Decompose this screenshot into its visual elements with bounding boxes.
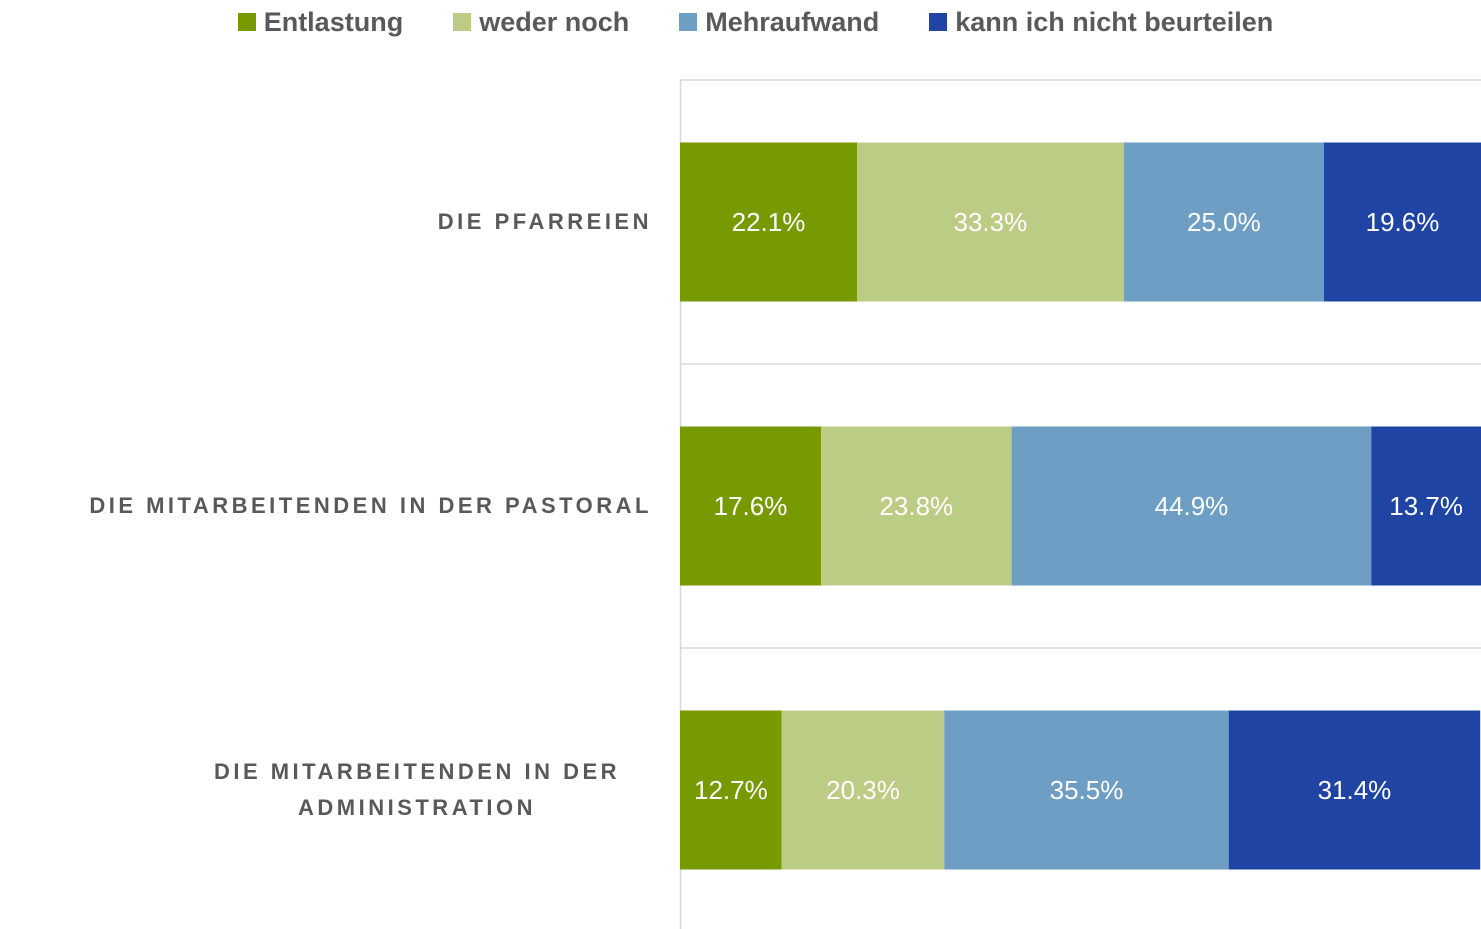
category-label: DIE MITARBEITENDEN IN DER PASTORAL bbox=[89, 493, 652, 518]
bar-segment bbox=[1123, 142, 1325, 302]
value-label: 44.9% bbox=[1155, 491, 1229, 521]
legend-item: kann ich nicht beurteilen bbox=[929, 7, 1273, 38]
value-label: 35.5% bbox=[1050, 775, 1124, 805]
bar-segment bbox=[680, 142, 858, 302]
value-label: 20.3% bbox=[826, 775, 900, 805]
bar-segment bbox=[1324, 142, 1481, 302]
legend: Entlastung weder noch Mehraufwand kann ich … bbox=[0, 0, 1481, 44]
category: DIE MITARBEITENDEN IN DER ADMINISTRATION bbox=[182, 648, 652, 929]
value-label: 19.6% bbox=[1366, 207, 1440, 237]
category: DIE MITARBEITENDEN IN DER PASTORAL bbox=[89, 364, 652, 648]
legend-item: Entlastung bbox=[237, 6, 404, 38]
category: DIE PFARREIEN bbox=[438, 80, 652, 364]
value-label: 31.4% bbox=[1318, 775, 1392, 805]
legend-swatch bbox=[453, 13, 472, 31]
bar-segment bbox=[820, 426, 1012, 586]
bar-segment bbox=[944, 710, 1229, 870]
value-label: 12.7% bbox=[694, 775, 768, 805]
value-label: 13.7% bbox=[1389, 491, 1463, 521]
legend-swatch bbox=[679, 13, 698, 31]
value-label: 33.3% bbox=[954, 207, 1028, 237]
value-label: 25.0% bbox=[1187, 207, 1261, 237]
legend-item: Mehraufwand bbox=[679, 7, 879, 38]
bar-segment bbox=[781, 710, 945, 870]
bar-segment bbox=[1011, 426, 1372, 586]
legend-label: weder noch bbox=[479, 6, 630, 37]
bar-segment bbox=[1371, 426, 1481, 586]
bar-segment bbox=[857, 142, 1124, 302]
bar-segment bbox=[1228, 710, 1481, 870]
legend-swatch bbox=[237, 13, 256, 31]
legend-item: weder noch bbox=[453, 7, 629, 38]
legend-label: Mehraufwand bbox=[705, 6, 880, 37]
legend-label: kann ich nicht beurteilen bbox=[955, 6, 1274, 37]
legend-swatch bbox=[929, 13, 948, 31]
value-label: 17.6% bbox=[714, 491, 788, 521]
value-label: 22.1% bbox=[732, 207, 806, 237]
legend-label: Entlastung bbox=[263, 6, 404, 37]
bar-segment bbox=[680, 426, 821, 586]
bar-segment bbox=[680, 710, 782, 870]
category-label: DIE MITARBEITENDEN IN DER ADMINISTRATION bbox=[213, 759, 621, 820]
category-label: DIE PFARREIEN bbox=[437, 209, 652, 234]
value-label: 23.8% bbox=[879, 491, 953, 521]
